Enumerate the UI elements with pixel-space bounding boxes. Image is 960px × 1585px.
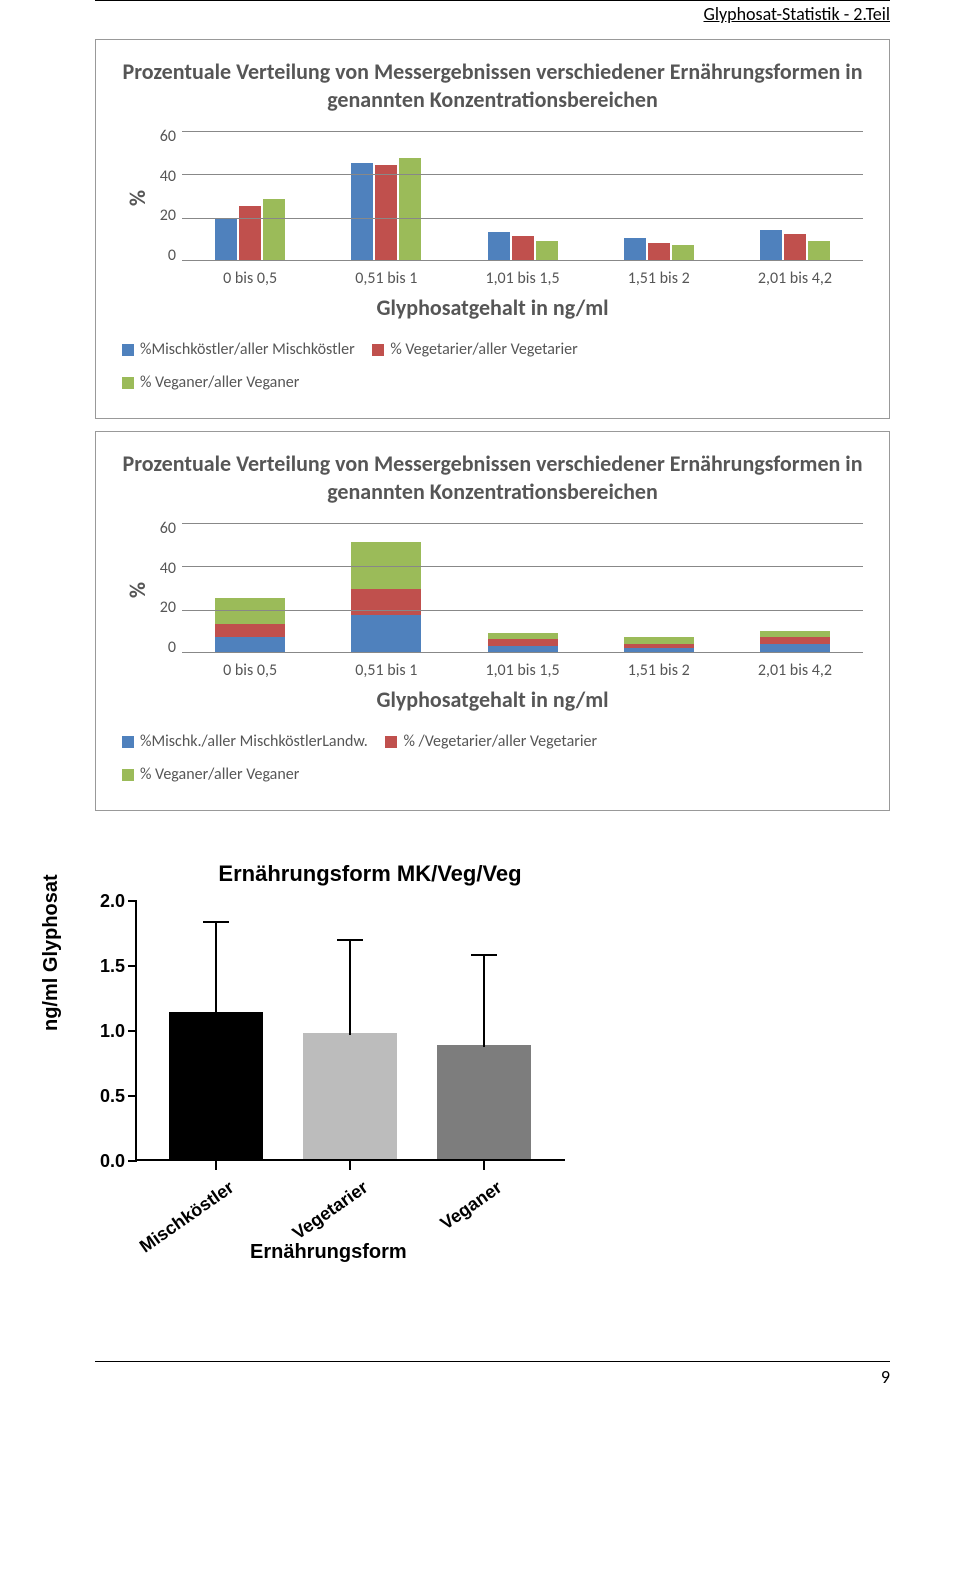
chart1-bar bbox=[808, 241, 830, 261]
page-number: 9 bbox=[881, 1366, 890, 1388]
chart3-plot: 0.00.51.01.52.0MischköstlerVegetarierVeg… bbox=[135, 901, 565, 1161]
legend-item-label: %Mischk./aller MischköstlerLandw. bbox=[140, 727, 368, 757]
page-header: Glyphosat-Statistik - 2.Teil bbox=[95, 1, 890, 39]
chart1-bar bbox=[375, 165, 397, 260]
chart1-plot bbox=[182, 131, 863, 261]
chart1-bar bbox=[488, 232, 510, 260]
chart2-segment bbox=[488, 646, 558, 653]
chart2-legend: %Mischk./aller MischköstlerLandw. % /Veg… bbox=[122, 727, 863, 792]
chart3-ylabel: ng/ml Glyphosat bbox=[40, 875, 63, 1032]
chart2-segment bbox=[215, 598, 285, 624]
chart2-segment bbox=[215, 624, 285, 637]
page-footer: 9 bbox=[95, 1361, 890, 1388]
chart2-segment bbox=[624, 648, 694, 652]
chart1-legend: %Mischköstler/aller Mischköstler % Veget… bbox=[122, 335, 863, 400]
chart1-bar bbox=[263, 199, 285, 260]
chart1: Prozentuale Verteilung von Messergebniss… bbox=[95, 39, 890, 419]
chart1-bar bbox=[215, 219, 237, 260]
chart2: Prozentuale Verteilung von Messergebniss… bbox=[95, 431, 890, 811]
chart3-title: Ernährungsform MK/Veg/Veg bbox=[180, 861, 560, 887]
chart1-bar bbox=[512, 236, 534, 260]
chart1-bar bbox=[784, 234, 806, 260]
chart1-xticks: 0 bis 0,50,51 bis 11,01 bis 1,51,51 bis … bbox=[182, 269, 863, 288]
chart2-segment bbox=[760, 644, 830, 653]
chart2-xticks: 0 bis 0,50,51 bis 11,01 bis 1,51,51 bis … bbox=[182, 661, 863, 680]
chart3-bar bbox=[437, 1045, 531, 1159]
chart3: Ernährungsform MK/Veg/Veg ng/ml Glyphosa… bbox=[30, 861, 630, 1281]
chart3-bar bbox=[303, 1033, 397, 1159]
legend-item-label: % Veganer/aller Veganer bbox=[140, 760, 299, 790]
chart1-bar bbox=[672, 245, 694, 260]
chart3-bar bbox=[169, 1012, 263, 1159]
chart2-plot bbox=[182, 523, 863, 653]
legend-item-label: % /Vegetarier/aller Vegetarier bbox=[403, 727, 597, 757]
chart2-segment bbox=[215, 637, 285, 652]
chart2-segment bbox=[351, 615, 421, 652]
chart2-title: Prozentuale Verteilung von Messergebniss… bbox=[122, 450, 863, 505]
chart2-segment bbox=[351, 589, 421, 615]
chart1-bar bbox=[760, 230, 782, 260]
chart1-bar bbox=[351, 163, 373, 261]
chart1-bar bbox=[648, 243, 670, 260]
chart2-xlabel: Glyphosatgehalt in ng/ml bbox=[122, 686, 863, 713]
chart1-bar bbox=[624, 238, 646, 260]
chart1-title: Prozentuale Verteilung von Messergebniss… bbox=[122, 58, 863, 113]
chart1-bar bbox=[239, 206, 261, 260]
chart1-xlabel: Glyphosatgehalt in ng/ml bbox=[122, 294, 863, 321]
legend-item-label: % Vegetarier/aller Vegetarier bbox=[390, 335, 577, 365]
legend-item-label: %Mischköstler/aller Mischköstler bbox=[140, 335, 355, 365]
chart1-bar bbox=[536, 241, 558, 261]
legend-item-label: % Veganer/aller Veganer bbox=[140, 368, 299, 398]
chart3-xlabel: Ernährungsform bbox=[250, 1241, 407, 1264]
